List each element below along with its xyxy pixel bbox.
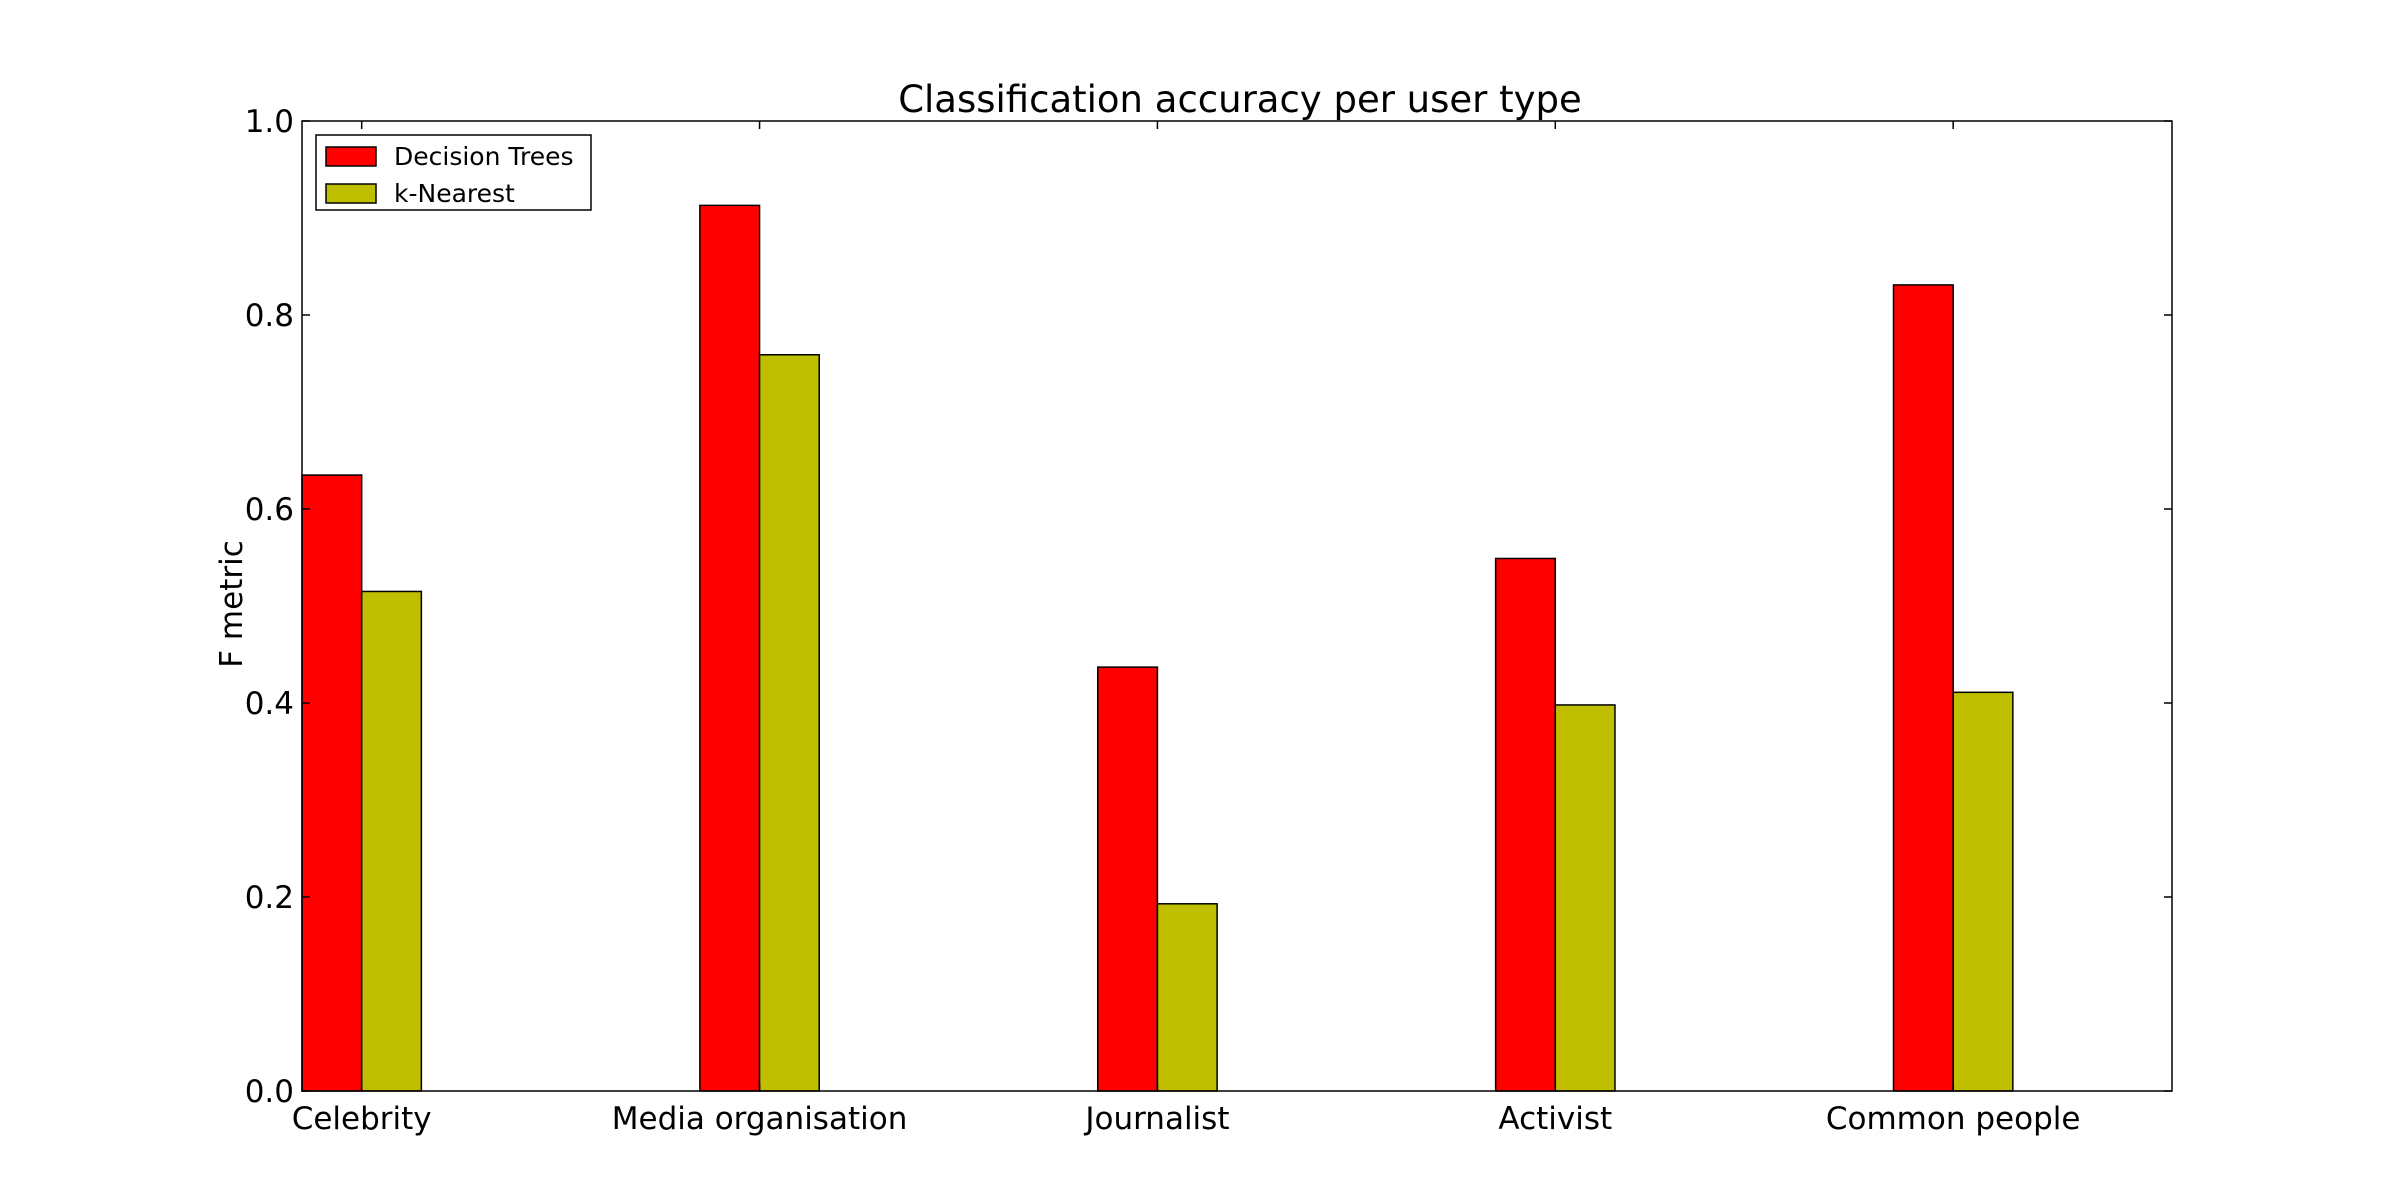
legend: Decision Trees k-Nearest (315, 134, 592, 211)
y-tick-label: 0.0 (245, 1074, 294, 1110)
bar-decision-trees-1 (699, 204, 761, 1092)
legend-swatch-decision-trees (325, 146, 377, 167)
legend-label-k-nearest: k-Nearest (394, 179, 515, 208)
x-tick-label: Activist (1498, 1101, 1612, 1137)
y-axis-label: F metric (214, 540, 250, 668)
ticks-layer: Celebrity Media organisation Journalist Act… (245, 104, 2172, 1137)
x-tick-label: Journalist (1083, 1101, 1229, 1137)
bar-k-nearest-4 (1952, 691, 2014, 1092)
bar-k-nearest-1 (758, 354, 820, 1092)
y-tick-label: 1.0 (245, 104, 294, 140)
bar-decision-trees-2 (1096, 666, 1159, 1092)
x-tick-label: Media organisation (612, 1101, 908, 1137)
y-tick-label: 0.6 (245, 492, 294, 528)
x-tick-label: Celebrity (292, 1101, 432, 1137)
y-tick-label: 0.4 (245, 686, 294, 722)
bar-decision-trees-3 (1494, 557, 1557, 1092)
bar-k-nearest-0 (360, 590, 423, 1092)
y-tick-label: 0.2 (245, 880, 294, 916)
legend-swatch-k-nearest (325, 183, 377, 204)
plot-frame (301, 120, 2173, 1092)
bar-k-nearest-3 (1554, 704, 1616, 1092)
chart-title: Classification accuracy per user type (898, 78, 1582, 121)
bar-decision-trees-0 (301, 474, 363, 1092)
x-tick-label: Common people (1826, 1101, 2081, 1137)
bars-layer (301, 204, 2014, 1092)
legend-label-decision-trees: Decision Trees (394, 142, 574, 171)
y-tick-label: 0.8 (245, 298, 294, 334)
bar-k-nearest-2 (1156, 903, 1218, 1092)
bar-decision-trees-4 (1892, 284, 1954, 1092)
